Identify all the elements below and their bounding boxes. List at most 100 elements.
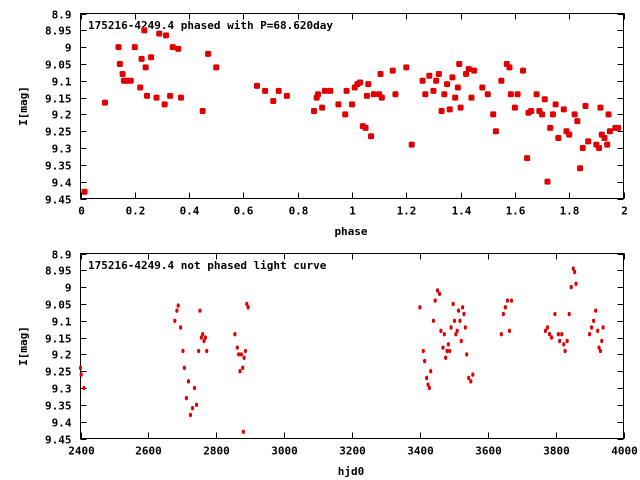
data-point: [490, 111, 497, 118]
data-point: [419, 77, 426, 84]
data-point: [592, 318, 596, 323]
data-point: [471, 67, 478, 74]
data-point: [579, 145, 586, 152]
data-point: [498, 77, 505, 84]
data-point: [173, 318, 177, 323]
data-point: [553, 311, 557, 317]
data-point: [547, 124, 554, 131]
data-point: [471, 372, 475, 377]
data-point: [199, 108, 206, 115]
data-point: [571, 266, 575, 271]
data-point: [435, 288, 440, 293]
data-point: [449, 325, 453, 330]
plot-frame: [80, 253, 624, 439]
x-tick-label: 2: [621, 205, 628, 218]
x-tick-label: 1.8: [560, 205, 580, 218]
x-tick-label: 3400: [407, 445, 434, 458]
data-point: [181, 348, 185, 354]
x-tick-label: 2600: [135, 445, 162, 458]
data-point: [549, 335, 554, 340]
data-point: [454, 84, 461, 91]
data-point: [238, 369, 242, 374]
x-tick-label: 2400: [68, 445, 95, 458]
data-point: [467, 375, 471, 381]
x-tick-label: 0.2: [126, 205, 146, 218]
unphased-light-curve-panel: 175216-4249.4 not phased light curve hjd…: [17, 249, 638, 479]
data-point: [545, 325, 550, 330]
data-point: [186, 379, 191, 384]
data-point: [116, 60, 123, 67]
data-point: [235, 345, 239, 350]
data-point: [241, 365, 245, 371]
data-point: [506, 64, 513, 71]
data-point: [574, 118, 581, 125]
data-point: [544, 178, 551, 185]
data-point: [362, 124, 369, 131]
data-point: [573, 269, 577, 275]
data-point: [365, 81, 372, 88]
data-point: [451, 301, 455, 307]
data-point: [156, 30, 163, 37]
data-point: [469, 379, 473, 384]
data-point: [201, 332, 205, 337]
x-axis-label: hjd0: [338, 465, 365, 478]
data-point: [563, 348, 567, 354]
data-point: [408, 141, 415, 148]
data-point: [441, 91, 448, 98]
data-point: [283, 92, 290, 99]
y-tick-label: 9: [65, 42, 72, 55]
data-point: [605, 111, 612, 118]
data-point: [459, 338, 463, 344]
data-point: [507, 91, 514, 98]
data-point: [239, 352, 243, 357]
data-point: [441, 345, 445, 350]
data-point: [461, 305, 465, 310]
data-point: [601, 134, 608, 141]
data-point: [427, 385, 431, 391]
data-point: [188, 412, 193, 418]
data-point: [606, 128, 613, 135]
data-point: [418, 305, 422, 310]
phased-light-curve-panel: 175216-4249.4 phased with P=68.620day ph…: [17, 9, 628, 239]
data-point: [423, 358, 427, 364]
data-point: [241, 429, 245, 434]
data-point: [262, 87, 269, 94]
y-axis-label: I[mag]: [17, 86, 30, 126]
x-tick-label: 0: [78, 205, 85, 218]
data-point: [541, 96, 548, 103]
data-point: [452, 94, 459, 101]
data-point: [463, 325, 467, 330]
y-tick-label: 8.95: [45, 25, 72, 38]
data-point: [138, 55, 145, 62]
data-point: [426, 72, 433, 79]
data-point: [462, 311, 466, 317]
data-point: [597, 104, 604, 111]
data-point: [425, 375, 429, 381]
x-tick-label: 0.8: [289, 205, 309, 218]
data-point: [377, 71, 384, 78]
data-point: [458, 318, 462, 323]
data-point: [596, 145, 603, 152]
data-point: [246, 305, 250, 310]
data-point: [456, 60, 463, 67]
data-point: [197, 348, 201, 354]
data-point: [560, 332, 564, 337]
y-tick-label: 9.45: [45, 194, 72, 207]
data-point: [600, 338, 604, 344]
data-point: [446, 342, 450, 347]
data-point: [101, 99, 108, 106]
data-point: [479, 84, 486, 91]
y-axis-ticks: 8.9 8.95 9 9.05 9.1 9.15 9.2 9.25 9.3 9.35 9.4 9.45: [45, 249, 624, 447]
y-tick-label: 9.35: [45, 160, 72, 173]
data-point: [137, 84, 144, 91]
data-point: [202, 338, 206, 344]
data-point: [319, 104, 326, 111]
data-point: [597, 345, 601, 350]
data-point: [499, 332, 503, 337]
data-point: [444, 355, 448, 360]
data-point: [389, 67, 396, 74]
data-point: [556, 332, 560, 337]
data-point: [275, 87, 282, 94]
data-point: [574, 281, 578, 286]
data-point: [549, 111, 556, 118]
